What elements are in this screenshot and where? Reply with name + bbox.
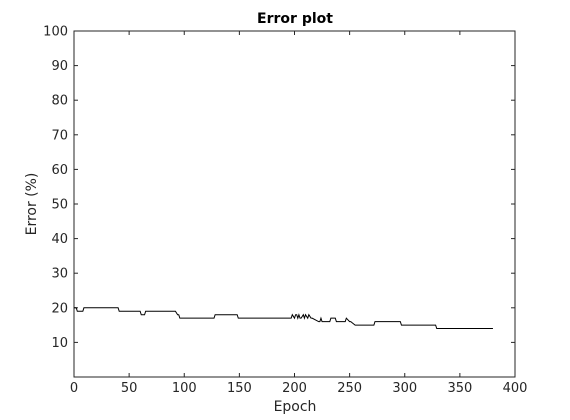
x-tick-label: 350 <box>447 381 472 396</box>
y-tick-label: 40 <box>51 232 68 247</box>
x-tick-label: 50 <box>121 381 138 396</box>
y-tick-label: 30 <box>51 267 68 282</box>
y-tick-label: 10 <box>51 336 68 351</box>
y-tick-label: 70 <box>51 128 68 143</box>
x-tick-label: 200 <box>282 381 307 396</box>
x-tick-label: 150 <box>227 381 252 396</box>
plot-area <box>73 30 516 378</box>
axis-ticks <box>73 30 516 377</box>
chart-title: Error plot <box>257 11 333 27</box>
y-tick-label: 50 <box>51 198 68 213</box>
x-axis-label: Epoch <box>274 399 317 415</box>
y-tick-label: 100 <box>43 25 68 40</box>
y-tick-label: 90 <box>51 59 68 74</box>
x-tick-label: 300 <box>392 381 417 396</box>
y-tick-label: 60 <box>51 163 68 178</box>
y-tick-label: 80 <box>51 94 68 109</box>
error-series-line <box>74 307 493 330</box>
tick-labels: 0 50 100 150 200 250 300 350 400 10 20 30 40 50 60 70 80… <box>43 25 527 397</box>
y-axis-label: Error (%) <box>24 173 40 236</box>
x-tick-label: 250 <box>337 381 362 396</box>
y-tick-label: 20 <box>51 301 68 316</box>
x-tick-label: 0 <box>70 381 78 396</box>
x-tick-label: 400 <box>503 381 528 396</box>
x-tick-label: 100 <box>172 381 197 396</box>
